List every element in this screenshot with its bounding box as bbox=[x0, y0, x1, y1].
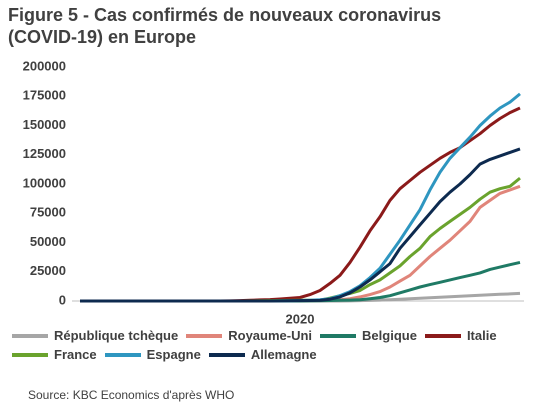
legend-swatch bbox=[208, 352, 245, 357]
legend-swatch bbox=[104, 352, 141, 357]
y-tick-label: 150000 bbox=[23, 117, 66, 132]
series-line bbox=[80, 147, 521, 303]
series-line bbox=[80, 106, 521, 303]
legend-item: Allemagne bbox=[208, 347, 317, 362]
series-line bbox=[80, 176, 521, 303]
y-tick-label: 50000 bbox=[30, 234, 66, 249]
y-tick-label: 200000 bbox=[23, 58, 66, 73]
legend-item: Royaume-Uni bbox=[186, 328, 312, 343]
legend-label: France bbox=[54, 347, 97, 362]
legend-label: Allemagne bbox=[250, 347, 317, 362]
legend-item: Espagne bbox=[104, 347, 201, 362]
legend-label: République tchèque bbox=[54, 328, 179, 343]
chart-title: Figure 5 - Cas confirmés de nouveaux cor… bbox=[8, 5, 442, 47]
legend: République tchèque Royaume-Uni Belgique Ita… bbox=[12, 328, 537, 362]
legend-swatch bbox=[424, 333, 461, 338]
y-tick-label: 25000 bbox=[30, 263, 66, 278]
legend-item: République tchèque bbox=[12, 328, 178, 343]
legend-label: Espagne bbox=[146, 347, 201, 362]
legend-label: Belgique bbox=[362, 328, 417, 343]
legend-label: Italie bbox=[466, 328, 497, 343]
y-tick-label: 75000 bbox=[30, 205, 66, 220]
legend-item: Belgique bbox=[320, 328, 417, 343]
y-tick-label: 175000 bbox=[23, 88, 66, 103]
y-tick-label: 125000 bbox=[23, 146, 66, 161]
x-tick-label: 2020 bbox=[286, 311, 315, 325]
source-note: Source: KBC Economics d'après WHO bbox=[28, 388, 235, 402]
legend-item: France bbox=[12, 347, 97, 362]
legend-swatch bbox=[12, 352, 48, 357]
legend-swatch bbox=[186, 333, 223, 338]
legend-swatch bbox=[12, 333, 48, 338]
legend-swatch bbox=[320, 333, 357, 338]
y-tick-label: 0 bbox=[59, 292, 66, 307]
legend-label: Royaume-Uni bbox=[228, 328, 313, 343]
series-line bbox=[80, 184, 521, 303]
series-line bbox=[80, 92, 521, 303]
legend-item: Italie bbox=[424, 328, 497, 343]
y-tick-label: 100000 bbox=[23, 175, 66, 190]
chart: 0 25000 50000 75000 100000 125000 150000 175000… bbox=[23, 58, 524, 325]
